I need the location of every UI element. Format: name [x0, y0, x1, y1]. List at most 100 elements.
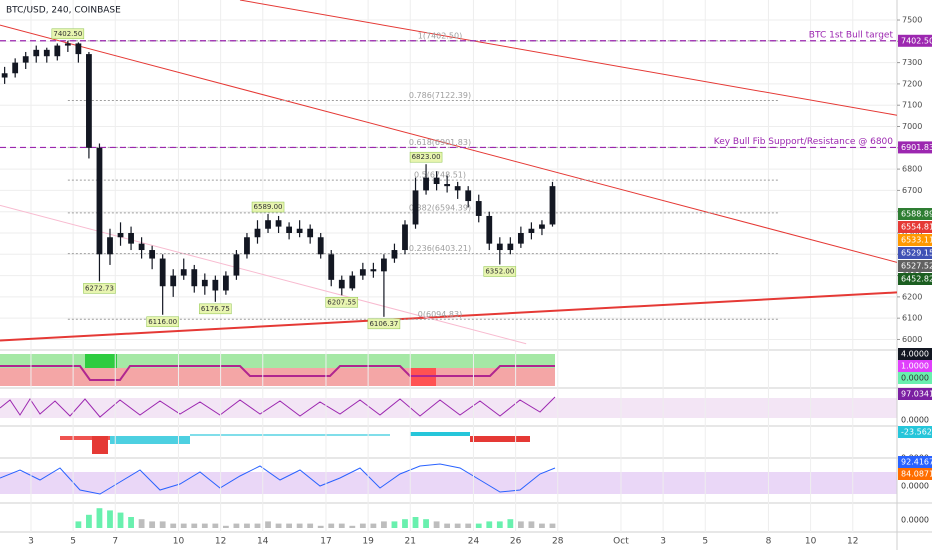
- volume-bar: [159, 521, 166, 528]
- candle-body: [96, 147, 103, 255]
- target-label: Key Bull Fib Support/Resistance @ 6800: [714, 137, 894, 147]
- candle-body: [391, 250, 398, 259]
- volume-bar: [465, 523, 472, 528]
- extreme-label: 6207.55: [327, 298, 356, 306]
- candle-body: [1, 73, 8, 78]
- x-tick-label: 21: [405, 537, 416, 547]
- volume-bar: [307, 523, 314, 528]
- volume-bar: [444, 523, 451, 528]
- price-tag: [898, 234, 932, 246]
- x-tick-label: 17: [320, 537, 331, 547]
- volume-bar: [244, 523, 250, 528]
- macd-histogram: [60, 432, 530, 454]
- x-tick-label: 24: [468, 537, 480, 547]
- candle-body: [149, 250, 156, 259]
- extreme-label: 6272.73: [85, 284, 114, 292]
- volume-bar: [265, 521, 271, 528]
- indicator-line: [0, 463, 556, 495]
- volume-bar: [191, 523, 198, 528]
- candle-body: [349, 275, 356, 289]
- candle-body: [454, 186, 461, 191]
- volume-bar: [507, 519, 514, 528]
- panel-tag: [898, 360, 932, 372]
- price-tag-label: 6529.15: [901, 249, 932, 258]
- y-tick-label: 7100: [902, 101, 922, 110]
- price-tag: [898, 141, 932, 154]
- candle-body: [254, 228, 261, 238]
- candle-body: [433, 177, 440, 185]
- volume-bar: [433, 521, 440, 528]
- x-tick-label: Oct: [613, 537, 629, 547]
- panel-label: 0.0000: [901, 482, 929, 491]
- candle-body: [539, 224, 545, 229]
- fib-label: 0.382(6594.39): [409, 203, 471, 212]
- macd-bar: [110, 436, 190, 444]
- indicator-line: [0, 396, 556, 418]
- y-tick-label: 6800: [902, 165, 922, 174]
- volume-bar: [317, 525, 324, 528]
- candle-body: [170, 275, 177, 287]
- candle-body: [222, 275, 229, 291]
- trend-line: [0, 24, 897, 263]
- x-tick-label: 12: [847, 537, 858, 547]
- extreme-label: 6106.37: [369, 320, 398, 328]
- candle-body: [507, 243, 514, 251]
- volume-bar: [549, 523, 556, 528]
- candle-body: [296, 228, 303, 233]
- panel-tag: [898, 372, 932, 384]
- panel-label: 1.0000: [901, 362, 929, 371]
- volume-bar: [539, 523, 545, 528]
- trend-line: [0, 204, 527, 345]
- extreme-tag: [146, 316, 179, 328]
- candle-body: [402, 224, 408, 251]
- candle-body: [128, 232, 134, 244]
- extreme-tag: [409, 151, 443, 163]
- candle-body: [496, 243, 503, 251]
- volume-bar: [475, 523, 482, 528]
- y-tick-label: 7500: [902, 16, 922, 25]
- candle-body: [12, 62, 19, 74]
- volume-bar: [254, 523, 261, 528]
- panel-tag: [898, 348, 932, 360]
- x-tick-label: 14: [257, 537, 269, 547]
- x-tick-label: 3: [660, 537, 666, 547]
- extreme-label: 6823.00: [412, 153, 441, 161]
- volume-bar: [328, 523, 335, 528]
- price-tag: [898, 221, 932, 233]
- panel-tag: [898, 480, 932, 492]
- panel-tag: [898, 468, 932, 480]
- candle-body: [138, 243, 145, 251]
- x-tick-label: 5: [70, 537, 76, 547]
- extreme-tag: [483, 266, 517, 277]
- price-tag-label: 6554.81: [901, 223, 932, 232]
- panel-label: 84.0871: [901, 470, 932, 479]
- volume-bar: [75, 521, 82, 528]
- candle-body: [475, 201, 482, 216]
- volume-bar: [170, 523, 177, 528]
- macd-bar: [92, 436, 108, 454]
- extreme-label: 6589.00: [254, 203, 283, 211]
- fib-label: 1(7402.50): [418, 31, 462, 40]
- volume-bar: [128, 517, 134, 528]
- panel-tag: [898, 514, 932, 526]
- candle-body: [412, 190, 419, 225]
- panel-band: [0, 472, 897, 494]
- target-label: BTC 1st Bull target: [809, 30, 894, 40]
- candle-body: [64, 43, 71, 46]
- volume-bar: [212, 523, 219, 528]
- panel-label: 0.0000: [901, 516, 929, 525]
- y-tick-label: 7000: [902, 122, 922, 131]
- price-tag: [898, 260, 932, 272]
- fib-label: 0.786(7122.39): [409, 91, 471, 100]
- candle-body: [444, 184, 451, 187]
- volume-bar: [201, 523, 208, 528]
- panel-label: 0.0000: [901, 416, 929, 425]
- candle-body: [43, 49, 50, 57]
- extreme-label: 6176.75: [201, 305, 230, 313]
- panel-band: [0, 354, 555, 368]
- extreme-label: 7402.50: [53, 30, 82, 38]
- y-tick-label: 7300: [902, 58, 922, 67]
- panel-label: 4.0000: [901, 350, 929, 359]
- fib-label: 0.5(6748.51): [414, 171, 466, 180]
